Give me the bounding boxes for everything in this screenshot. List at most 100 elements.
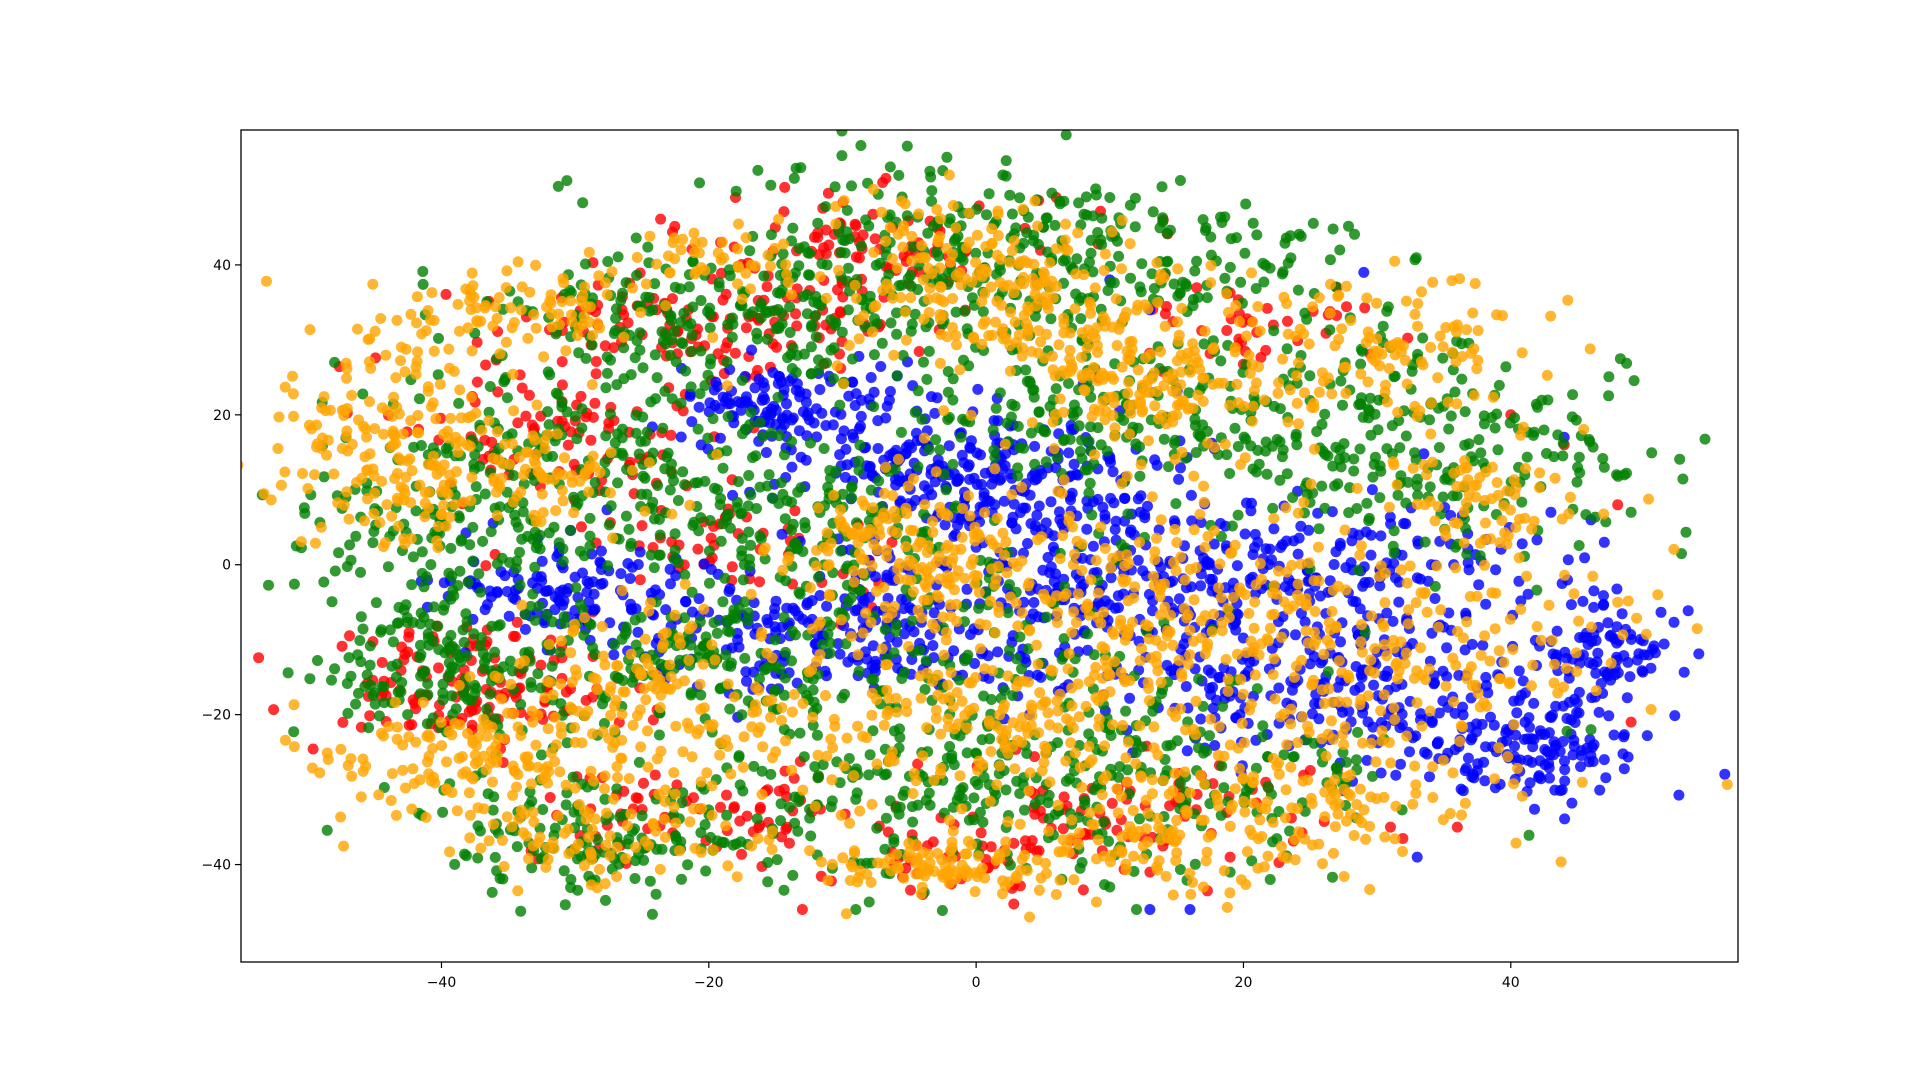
scatter-point-series-2 <box>804 269 816 281</box>
scatter-point-series-2 <box>1299 307 1311 319</box>
scatter-point-series-2 <box>888 647 900 659</box>
scatter-point-series-2 <box>1103 835 1115 847</box>
scatter-point-series-2 <box>459 690 471 702</box>
scatter-point-series-3 <box>483 415 495 427</box>
scatter-point-series-2 <box>602 560 614 572</box>
scatter-point-series-2 <box>1251 229 1263 241</box>
scatter-point-series-2 <box>599 793 611 805</box>
scatter-point-series-1 <box>1359 577 1371 588</box>
scatter-point-series-2 <box>693 525 705 537</box>
scatter-point-series-3 <box>470 407 482 419</box>
scatter-point-series-1 <box>847 376 859 388</box>
scatter-point-series-2 <box>676 337 688 349</box>
scatter-point-series-2 <box>974 806 986 818</box>
scatter-point-series-3 <box>508 405 520 417</box>
scatter-point-series-2 <box>1580 509 1592 521</box>
scatter-point-series-1 <box>1575 761 1586 773</box>
scatter-point-series-1 <box>1472 758 1484 770</box>
scatter-point-series-2 <box>850 904 862 915</box>
scatter-point-series-1 <box>972 383 984 395</box>
scatter-point-series-2 <box>1134 813 1145 825</box>
scatter-point-series-2 <box>853 665 865 677</box>
scatter-point-series-2 <box>1134 470 1146 482</box>
scatter-point-series-1 <box>1081 523 1093 535</box>
scatter-point-series-1 <box>1178 638 1190 650</box>
scatter-point-series-1 <box>1037 564 1049 576</box>
scatter-point-series-1 <box>847 428 859 440</box>
scatter-point-series-1 <box>632 626 644 638</box>
scatter-point-series-1 <box>765 403 777 415</box>
scatter-point-series-2 <box>587 642 599 653</box>
scatter-point-series-2 <box>1351 503 1363 514</box>
scatter-point-series-2 <box>453 512 465 524</box>
scatter-point-series-1 <box>910 427 922 439</box>
scatter-point-series-1 <box>952 475 964 487</box>
scatter-point-series-2 <box>1327 871 1338 883</box>
scatter-point-series-1 <box>507 592 519 604</box>
scatter-point-series-2 <box>439 647 451 659</box>
scatter-point-series-1 <box>1645 662 1657 674</box>
scatter-point-series-3 <box>466 471 478 483</box>
scatter-point-series-2 <box>1450 541 1462 553</box>
scatter-point-series-2 <box>1192 291 1204 303</box>
scatter-point-series-2 <box>705 831 717 843</box>
scatter-point-series-2 <box>890 802 902 814</box>
scatter-point-series-1 <box>1509 740 1520 752</box>
scatter-point-series-3 <box>368 508 380 519</box>
scatter-point-series-1 <box>1480 598 1492 610</box>
scatter-point-series-1 <box>722 398 734 410</box>
scatter-point-series-3 <box>412 346 424 358</box>
scatter-point-series-3 <box>537 507 549 518</box>
scatter-point-series-1 <box>1393 596 1405 608</box>
scatter-point-series-2 <box>604 408 616 420</box>
scatter-point-series-2 <box>1001 417 1013 429</box>
scatter-point-series-2 <box>834 399 846 411</box>
scatter-point-series-2 <box>1293 228 1305 240</box>
scatter-point-series-2 <box>657 422 669 434</box>
scatter-point-series-2 <box>1169 434 1181 446</box>
scatter-point-series-1 <box>1622 656 1634 668</box>
scatter-point-series-0 <box>773 785 785 797</box>
scatter-point-series-2 <box>1276 451 1288 463</box>
scatter-point-series-3 <box>279 381 291 393</box>
scatter-point-series-1 <box>1105 572 1117 584</box>
scatter-point-series-2 <box>799 517 811 529</box>
scatter-point-series-2 <box>1096 212 1108 224</box>
scatter-point-series-2 <box>1215 355 1227 367</box>
scatter-point-series-1 <box>1522 588 1534 600</box>
scatter-point-series-2 <box>730 185 742 197</box>
scatter-point-series-0 <box>590 356 602 367</box>
scatter-point-series-2 <box>837 488 849 500</box>
scatter-point-series-2 <box>868 349 880 361</box>
scatter-point-series-0 <box>1224 851 1236 863</box>
scatter-point-series-0 <box>480 359 492 371</box>
scatter-point-series-2 <box>678 307 690 319</box>
scatter-point-series-2 <box>1409 447 1421 459</box>
scatter-point-series-2 <box>1120 705 1132 717</box>
scatter-point-series-1 <box>756 394 768 406</box>
scatter-point-series-2 <box>410 505 422 517</box>
scatter-point-series-2 <box>847 353 858 365</box>
scatter-point-series-2 <box>675 397 687 409</box>
scatter-point-series-1 <box>1414 573 1426 585</box>
scatter-point-series-2 <box>1625 506 1637 518</box>
scatter-point-series-0 <box>562 439 574 451</box>
scatter-point-series-1 <box>1611 621 1623 633</box>
scatter-point-series-2 <box>569 410 581 422</box>
scatter-point-series-1 <box>948 645 960 657</box>
scatter-point-series-1 <box>986 478 998 490</box>
scatter-point-series-2 <box>370 597 382 609</box>
scatter-point-series-2 <box>756 765 768 777</box>
scatter-point-series-2 <box>770 323 782 335</box>
scatter-point-series-2 <box>445 542 457 554</box>
scatter-point-series-1 <box>1535 773 1547 785</box>
scatter-point-series-3 <box>279 466 291 478</box>
scatter-point-series-1 <box>1184 904 1196 915</box>
scatter-point-series-2 <box>1417 332 1429 344</box>
scatter-point-series-3 <box>346 389 358 401</box>
scatter-point-series-3 <box>428 345 440 357</box>
scatter-point-series-2 <box>736 374 748 386</box>
scatter-point-series-2 <box>354 635 366 646</box>
scatter-point-series-2 <box>955 784 967 796</box>
